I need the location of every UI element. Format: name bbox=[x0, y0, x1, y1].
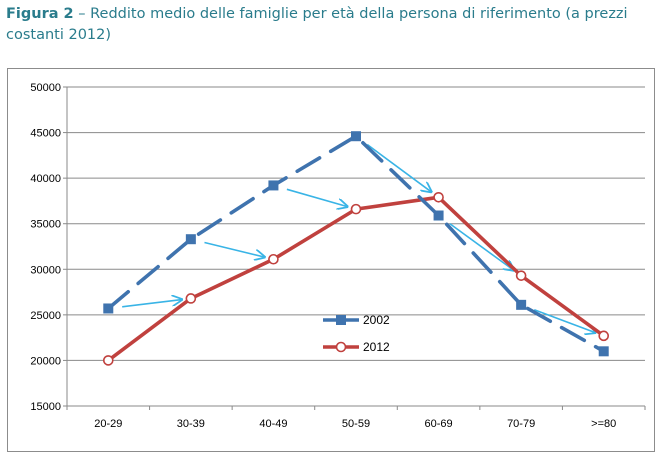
figure-title: – Reddito medio delle famiglie per età d… bbox=[6, 6, 628, 43]
legend-label-2002: 2002 bbox=[363, 313, 390, 327]
trend-arrow bbox=[366, 143, 431, 192]
point-2012 bbox=[598, 330, 610, 342]
series bbox=[102, 131, 610, 366]
y-tick-label: 45000 bbox=[30, 128, 61, 140]
point-2012 bbox=[268, 253, 279, 265]
y-tick-label: 35000 bbox=[30, 219, 61, 231]
point-2002 bbox=[185, 234, 196, 245]
point-2012 bbox=[515, 270, 527, 281]
x-tick-label: 40-49 bbox=[259, 418, 287, 430]
x-tick-label: 20-29 bbox=[94, 418, 122, 430]
gridlines bbox=[67, 86, 645, 407]
trend-arrows bbox=[122, 143, 595, 333]
trend-arrow bbox=[449, 223, 514, 271]
trend-arrow bbox=[204, 241, 264, 258]
x-tick-label: 30-39 bbox=[177, 418, 205, 430]
legend-label-2012: 2012 bbox=[363, 340, 390, 354]
figure-label: Figura 2 bbox=[6, 6, 74, 22]
x-tick-label: 60-69 bbox=[425, 418, 453, 430]
axes: 15000 20000 25000 30000 35000 40000 45000 50000… bbox=[30, 82, 646, 430]
chart-frame bbox=[7, 68, 655, 452]
y-tick-label: 40000 bbox=[30, 173, 61, 185]
legend-marker-2002 bbox=[336, 315, 346, 325]
y-tick-label: 30000 bbox=[30, 264, 61, 276]
x-tick-label: >=80 bbox=[591, 418, 616, 430]
point-2012 bbox=[185, 293, 197, 304]
point-2012 bbox=[102, 355, 114, 366]
point-2002 bbox=[268, 180, 279, 191]
point-2002 bbox=[598, 346, 609, 357]
trend-arrow bbox=[533, 309, 595, 333]
point-2002 bbox=[433, 210, 444, 221]
trend-arrow bbox=[286, 188, 347, 206]
figure-caption: Figura 2 – Reddito medio delle famiglie … bbox=[6, 4, 658, 46]
y-tick-label: 20000 bbox=[30, 355, 61, 367]
point-2002 bbox=[516, 299, 527, 310]
legend: 2002 2012 bbox=[323, 313, 390, 354]
point-2002 bbox=[103, 303, 114, 314]
point-2012 bbox=[433, 191, 444, 203]
y-tick-label: 15000 bbox=[30, 401, 61, 413]
point-2012 bbox=[350, 203, 362, 215]
x-tick-label: 50-59 bbox=[342, 418, 370, 430]
series-line-2012 bbox=[107, 195, 605, 362]
trend-arrow bbox=[122, 300, 182, 308]
y-tick-label: 50000 bbox=[30, 82, 61, 94]
legend-marker-2012 bbox=[335, 341, 347, 353]
y-tick-label: 25000 bbox=[30, 310, 61, 322]
x-tick-label: 70-79 bbox=[507, 418, 535, 430]
point-2002 bbox=[351, 131, 361, 142]
